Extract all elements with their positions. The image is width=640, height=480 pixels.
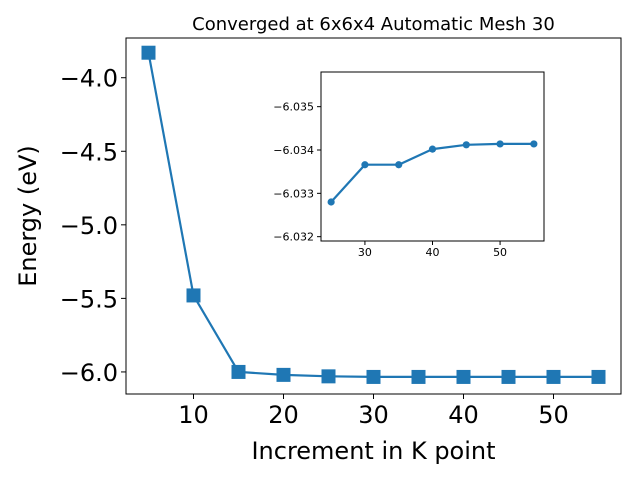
inset-data-point — [462, 141, 470, 149]
inset-y-tick-label: −6.035 — [273, 101, 314, 114]
inset-x-tick-label: 30 — [358, 246, 372, 259]
main-data-point — [276, 367, 291, 382]
main-y-ticks: −4.0 −4.5 −5.0 −5.5 −6.0 — [60, 65, 126, 387]
inset-background — [321, 72, 544, 241]
main-x-tick-label: 50 — [538, 401, 569, 429]
main-data-point — [141, 45, 156, 60]
main-x-tick-label: 10 — [178, 401, 209, 429]
main-y-tick-label: −6.0 — [60, 359, 118, 387]
inset-x-ticks: 30 40 50 — [358, 241, 507, 259]
main-y-tick-label: −5.5 — [60, 285, 118, 313]
main-x-tick-label: 40 — [448, 401, 479, 429]
chart-title: Converged at 6x6x4 Automatic Mesh 30 — [192, 14, 555, 35]
main-y-tick-label: −4.0 — [60, 65, 118, 93]
main-plot: 10 20 30 40 50 −4.0 −4.5 −5.0 −5.5 −6.0 Converge… — [14, 14, 622, 465]
y-axis-label: Energy (eV) — [14, 145, 42, 287]
x-axis-label: Increment in K point — [251, 437, 495, 465]
main-x-tick-label: 20 — [268, 401, 299, 429]
inset-y-ticks: −6.035 −6.034 −6.033 −6.032 — [273, 101, 321, 244]
inset-data-point — [395, 161, 403, 169]
inset-x-tick-label: 50 — [493, 246, 507, 259]
inset-data-point — [428, 145, 437, 153]
main-data-point — [186, 288, 201, 303]
main-data-point — [456, 369, 471, 384]
inset-data-point — [496, 140, 504, 148]
inset-y-tick-label: −6.034 — [273, 144, 314, 157]
inset-y-tick-label: −6.032 — [273, 231, 314, 244]
inset-plot: 30 40 50 −6.035 −6.034 −6.033 −6.032 — [273, 71, 545, 259]
main-x-tick-label: 30 — [358, 401, 389, 429]
inset-y-tick-label: −6.033 — [273, 187, 314, 200]
main-data-point — [591, 369, 606, 384]
main-data-point — [321, 369, 336, 384]
inset-x-tick-label: 40 — [426, 246, 440, 259]
main-data-point — [231, 364, 246, 379]
main-y-tick-label: −4.5 — [60, 138, 118, 166]
main-data-point — [411, 369, 426, 384]
main-x-ticks: 10 20 30 40 50 — [178, 394, 569, 429]
main-data-point — [501, 369, 516, 384]
inset-data-point — [530, 140, 538, 148]
inset-data-point — [361, 161, 369, 169]
main-y-tick-label: −5.0 — [60, 212, 118, 240]
inset-data-point — [327, 198, 335, 206]
inset-series — [327, 140, 538, 206]
main-series — [141, 45, 606, 384]
main-data-point — [366, 369, 381, 384]
main-data-point — [546, 369, 561, 384]
